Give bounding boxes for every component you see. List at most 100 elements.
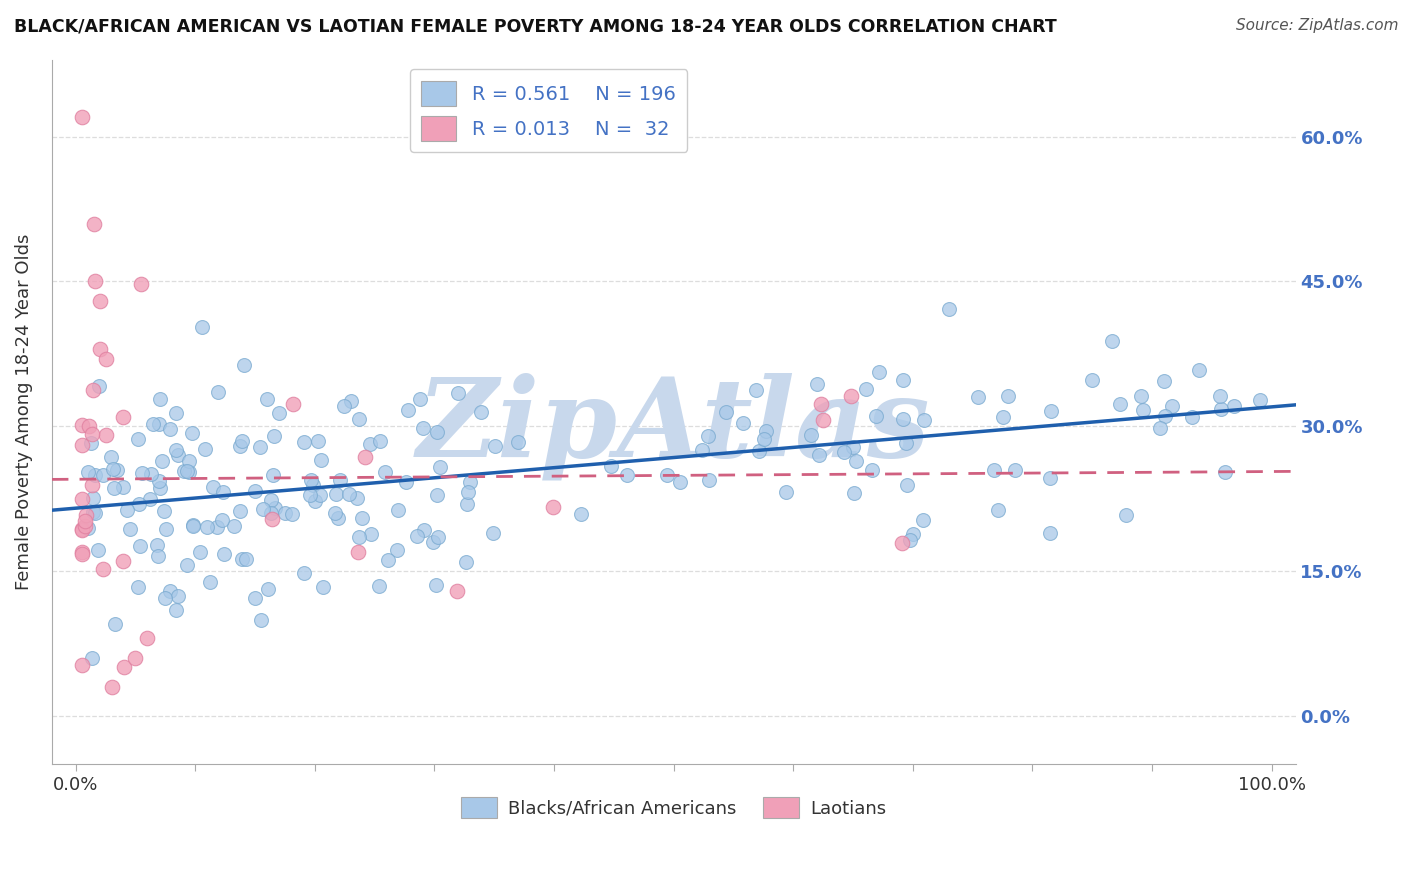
Point <box>127 432 149 446</box>
Point <box>352 510 374 524</box>
Point <box>1039 403 1062 417</box>
Point <box>195 520 218 534</box>
Point <box>426 425 449 439</box>
Point <box>211 513 233 527</box>
Point <box>868 365 890 379</box>
Point <box>426 488 449 502</box>
Point <box>810 397 832 411</box>
Point <box>252 502 274 516</box>
Point <box>257 582 280 596</box>
Point <box>150 454 173 468</box>
Point <box>176 464 198 478</box>
Point <box>148 417 170 431</box>
Point <box>91 561 114 575</box>
Point <box>243 483 266 498</box>
Point <box>235 551 257 566</box>
Point <box>360 527 382 541</box>
Point <box>142 417 165 431</box>
Point <box>800 428 823 442</box>
Point <box>181 518 204 533</box>
Point <box>354 450 377 465</box>
Point <box>128 497 150 511</box>
Point <box>82 505 104 519</box>
Point <box>112 660 135 674</box>
Point <box>1213 466 1236 480</box>
Point <box>311 580 333 594</box>
Point <box>260 512 283 526</box>
Point <box>845 454 868 468</box>
Point <box>997 389 1019 403</box>
Point <box>308 488 330 502</box>
Point <box>377 552 399 566</box>
Point <box>912 413 935 427</box>
Point <box>231 434 253 449</box>
Point <box>76 521 98 535</box>
Point <box>405 528 427 542</box>
Point <box>104 617 127 632</box>
Point <box>84 467 107 482</box>
Point <box>855 382 877 396</box>
Point <box>75 508 97 523</box>
Point <box>194 442 217 456</box>
Point <box>329 474 352 488</box>
Point <box>165 405 187 419</box>
Point <box>136 632 159 646</box>
Point <box>456 498 478 512</box>
Point <box>733 417 755 431</box>
Point <box>543 500 565 514</box>
Point <box>112 554 135 568</box>
Point <box>191 320 214 334</box>
Point <box>129 539 152 553</box>
Point <box>228 439 250 453</box>
Point <box>807 448 830 462</box>
Point <box>139 491 162 506</box>
Legend: Blacks/African Americans, Laotians: Blacks/African Americans, Laotians <box>454 790 894 825</box>
Text: ZipAtlas: ZipAtlas <box>416 372 931 480</box>
Point <box>1181 410 1204 425</box>
Point <box>860 463 883 477</box>
Point <box>454 556 477 570</box>
Point <box>1115 508 1137 522</box>
Point <box>901 527 924 541</box>
Point <box>159 584 181 599</box>
Point <box>368 579 391 593</box>
Point <box>82 383 104 397</box>
Point <box>112 480 135 494</box>
Point <box>70 492 93 507</box>
Point <box>83 217 105 231</box>
Point <box>165 603 187 617</box>
Point <box>755 424 778 438</box>
Point <box>422 535 444 549</box>
Point <box>80 477 103 491</box>
Point <box>323 506 346 520</box>
Point <box>304 494 326 508</box>
Point <box>339 487 361 501</box>
Point <box>1249 392 1271 407</box>
Point <box>983 463 1005 477</box>
Point <box>167 448 190 462</box>
Point <box>94 428 117 442</box>
Point <box>249 440 271 454</box>
Point <box>325 486 347 500</box>
Point <box>697 473 720 487</box>
Point <box>173 464 195 478</box>
Point <box>409 392 432 406</box>
Point <box>1039 471 1062 485</box>
Point <box>458 475 481 489</box>
Point <box>1101 334 1123 348</box>
Point <box>82 650 104 665</box>
Point <box>1153 374 1175 388</box>
Point <box>1081 373 1104 387</box>
Point <box>70 111 93 125</box>
Point <box>70 547 93 561</box>
Point <box>87 542 110 557</box>
Point <box>280 507 302 521</box>
Point <box>1149 421 1171 435</box>
Point <box>262 468 284 483</box>
Point <box>894 436 917 450</box>
Point <box>714 405 737 419</box>
Point <box>267 406 290 420</box>
Point <box>105 463 128 477</box>
Point <box>311 453 333 467</box>
Point <box>599 458 621 473</box>
